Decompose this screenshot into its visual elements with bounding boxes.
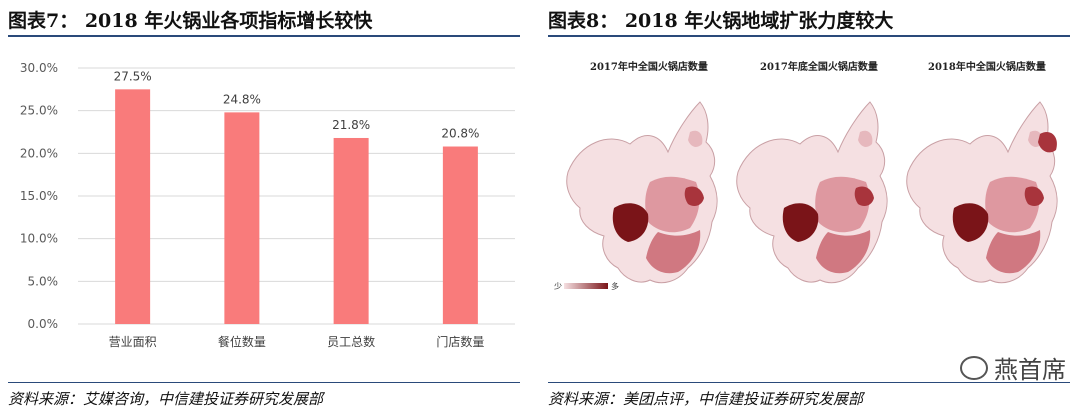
data-label: 20.8% [441,127,479,141]
bar [442,146,478,324]
chart7-source: 资料来源：艾媒咨询，中信建投证券研究发展部 [8,390,324,408]
chart7-title-rule [8,35,520,37]
map-legend [564,283,608,289]
watermark: 燕首席 [960,350,1066,385]
y-tick-label: 5.0% [28,274,59,288]
legend-high-label: 多 [611,281,619,291]
y-tick-label: 25.0% [20,104,58,118]
y-tick-label: 20.0% [20,146,58,160]
chart7-source-rule [8,382,520,383]
bar-chart: 0.0%5.0%10.0%15.0%20.0%25.0%30.0% 27.5%2… [20,61,515,349]
chart7-title: 图表7： 2018 年火锅业各项指标增长较快 [8,10,373,32]
x-tick-label: 营业面积 [109,335,157,349]
legend-low-label: 少 [554,282,562,291]
data-labels: 27.5% 24.8% 21.8% 20.8% [114,69,480,140]
data-label: 21.8% [332,118,370,132]
y-tick-label: 10.0% [20,232,58,246]
y-tick-label: 15.0% [20,189,58,203]
wechat-icon [960,356,988,380]
data-label: 24.8% [223,92,261,106]
map-title-2017-end: 2017年底全国火锅店数量 [760,62,878,73]
data-label: 27.5% [114,69,152,83]
watermark-text: 燕首席 [994,356,1066,384]
x-axis-ticks: 营业面积 餐位数量 员工总数 门店数量 [109,334,485,349]
map-title-2018-mid: 2018年中全国火锅店数量 [928,62,1046,73]
bars [115,89,478,324]
chart8-title-rule [548,35,1070,37]
map-2017-end [736,101,888,284]
y-axis-ticks: 0.0% 5.0% 10.0% 15.0% 20.0% 25.0% 30.0% [20,61,58,331]
chart8-source-rule [548,382,1070,383]
x-tick-label: 餐位数量 [218,334,266,349]
y-tick-label: 0.0% [28,317,59,331]
bar [224,112,260,324]
x-tick-label: 门店数量 [436,334,484,349]
bar [115,89,151,324]
x-tick-label: 员工总数 [327,334,375,349]
grid-lines [78,67,515,325]
map-2018-mid [906,101,1058,284]
chart8-source: 资料来源：美团点评，中信建投证券研究发展部 [548,390,864,408]
china-maps: 少 多 [554,101,1058,291]
y-tick-label: 30.0% [20,61,58,75]
map-2017-mid [566,101,718,284]
bar [333,137,369,324]
map-title-2017-mid: 2017年中全国火锅店数量 [590,62,708,73]
chart8-title: 图表8： 2018 年火锅地域扩张力度较大 [548,10,894,32]
